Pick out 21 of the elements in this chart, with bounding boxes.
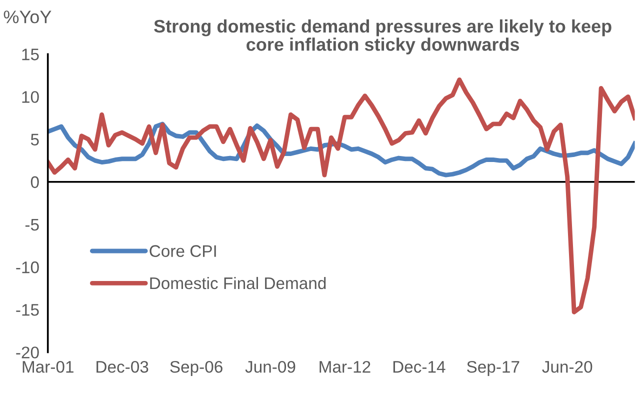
line-series	[48, 77, 635, 314]
x-tick-label: Dec-03	[96, 360, 148, 373]
x-tick-label: Sep-17	[467, 360, 520, 376]
x-tick-label: Dec-14	[393, 361, 446, 373]
y-tick-label: -20	[16, 346, 39, 358]
x-tick-label: Mar-12	[320, 360, 370, 373]
y-tick-label: 5	[30, 134, 39, 146]
legend-label: Domestic Final Demand	[150, 276, 326, 290]
y-tick-label: 10	[22, 91, 39, 103]
x-tick-label: Mar-01	[22, 360, 74, 373]
y-tick-label: 0	[30, 176, 39, 188]
y-tick-label: 15	[22, 48, 39, 60]
y-tick-label: -10	[16, 261, 39, 274]
y-tick-label: -15	[16, 304, 39, 316]
chart-title: Strong domestic demand pressures are likely to keep core inflation sticky downwards	[154, 19, 612, 54]
x-tick-label: Jun-09	[245, 360, 296, 373]
y-tick-label: -5	[25, 219, 39, 231]
x-tick-label: Jun-20	[542, 360, 592, 373]
legend-label: Core CPI	[150, 245, 216, 257]
x-tick-label: Sep-06	[170, 360, 222, 376]
y-axis-title: %YoY	[4, 10, 52, 24]
